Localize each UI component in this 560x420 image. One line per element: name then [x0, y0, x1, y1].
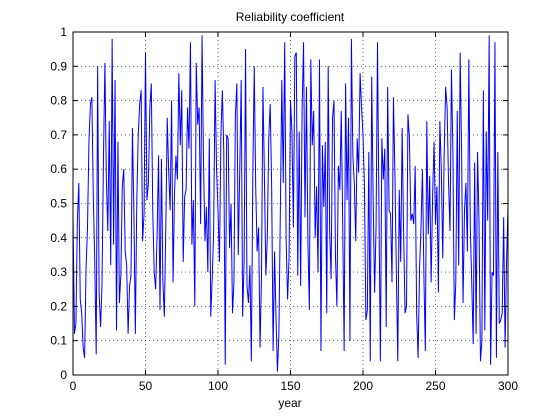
x-tick-label: 100 [208, 379, 228, 393]
x-axis-label: year [278, 396, 301, 410]
y-tick-label: 0.3 [50, 265, 67, 279]
x-tick-labels: 0 50 100 150 200 250 300 [70, 379, 519, 393]
chart-title: Reliability coefficient [236, 10, 345, 24]
y-tick-label: 0.2 [50, 299, 67, 313]
y-tick-label: 0.4 [50, 231, 67, 245]
y-tick-label: 1 [60, 25, 67, 39]
y-tick-labels: 0 0.1 0.2 0.3 0.4 0.5 0.6 0.7 0.8 0.9 1 [50, 25, 67, 382]
plot-area [73, 32, 508, 375]
x-tick-label: 200 [353, 379, 373, 393]
series-layer [72, 35, 509, 372]
y-tick-label: 0.7 [50, 128, 67, 142]
axis-ticks [72, 31, 509, 376]
x-tick-label: 300 [498, 379, 518, 393]
x-tick-label: 150 [280, 379, 300, 393]
x-tick-label: 0 [70, 379, 77, 393]
y-tick-label: 0.6 [50, 162, 67, 176]
x-tick-label: 250 [425, 379, 445, 393]
y-tick-label: 0 [60, 368, 67, 382]
y-tick-label: 0.8 [50, 94, 67, 108]
y-tick-label: 0.1 [50, 334, 67, 348]
y-tick-label: 0.9 [50, 59, 67, 73]
x-tick-label: 50 [139, 379, 153, 393]
y-tick-label: 0.5 [50, 197, 67, 211]
series-line-0 [72, 35, 509, 372]
